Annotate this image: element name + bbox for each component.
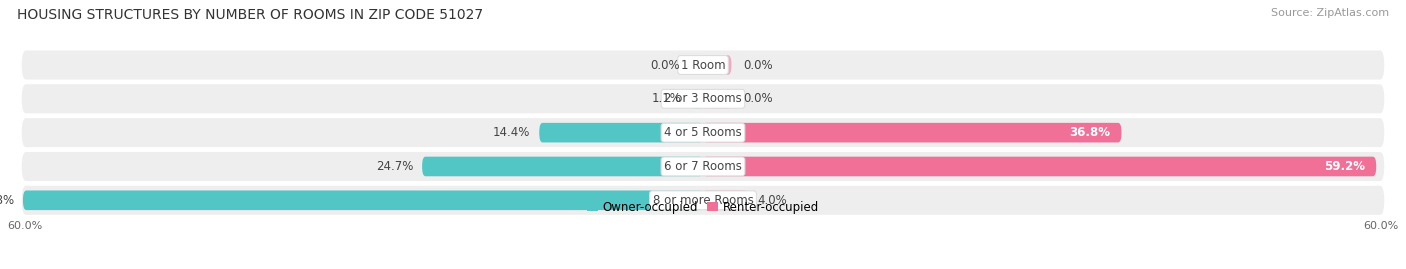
FancyBboxPatch shape [540, 123, 703, 143]
Text: 1 Room: 1 Room [681, 59, 725, 72]
Text: 0.0%: 0.0% [742, 92, 772, 105]
Text: 0.0%: 0.0% [742, 59, 772, 72]
FancyBboxPatch shape [703, 89, 731, 109]
FancyBboxPatch shape [703, 55, 731, 75]
Text: 2 or 3 Rooms: 2 or 3 Rooms [664, 92, 742, 105]
Text: 59.8%: 59.8% [0, 194, 14, 207]
Text: 4.0%: 4.0% [758, 194, 787, 207]
Text: 0.0%: 0.0% [651, 59, 681, 72]
FancyBboxPatch shape [422, 157, 703, 176]
FancyBboxPatch shape [703, 123, 1122, 143]
FancyBboxPatch shape [21, 185, 1385, 216]
FancyBboxPatch shape [690, 89, 703, 109]
Text: 6 or 7 Rooms: 6 or 7 Rooms [664, 160, 742, 173]
Text: 1.1%: 1.1% [651, 92, 682, 105]
Legend: Owner-occupied, Renter-occupied: Owner-occupied, Renter-occupied [582, 196, 824, 218]
Text: Source: ZipAtlas.com: Source: ZipAtlas.com [1271, 8, 1389, 18]
Text: 60.0%: 60.0% [7, 221, 42, 231]
FancyBboxPatch shape [703, 190, 748, 210]
Text: 36.8%: 36.8% [1069, 126, 1111, 139]
Text: HOUSING STRUCTURES BY NUMBER OF ROOMS IN ZIP CODE 51027: HOUSING STRUCTURES BY NUMBER OF ROOMS IN… [17, 8, 484, 22]
FancyBboxPatch shape [21, 117, 1385, 148]
Text: 24.7%: 24.7% [375, 160, 413, 173]
FancyBboxPatch shape [21, 49, 1385, 81]
FancyBboxPatch shape [703, 157, 1376, 176]
FancyBboxPatch shape [21, 151, 1385, 182]
Text: 60.0%: 60.0% [1364, 221, 1399, 231]
FancyBboxPatch shape [22, 190, 703, 210]
Text: 8 or more Rooms: 8 or more Rooms [652, 194, 754, 207]
Text: 59.2%: 59.2% [1324, 160, 1365, 173]
Text: 14.4%: 14.4% [492, 126, 530, 139]
Text: 4 or 5 Rooms: 4 or 5 Rooms [664, 126, 742, 139]
FancyBboxPatch shape [21, 83, 1385, 114]
